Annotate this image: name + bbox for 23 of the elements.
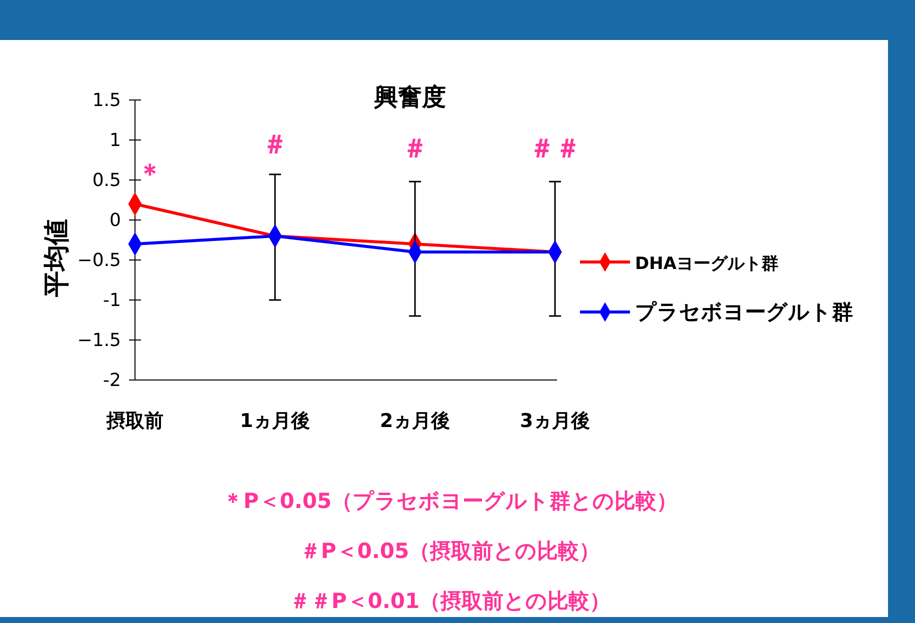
y-tick-label: 0 bbox=[110, 210, 121, 231]
annotation: ＃ bbox=[262, 130, 288, 160]
text: ＃＃P＜0.01（摂取前との比較） bbox=[289, 589, 611, 613]
y-tick-label: 1 bbox=[110, 130, 121, 151]
text: ＃P＜0.05（摂取前との比較） bbox=[300, 539, 600, 563]
x-tick-label: 1ヵ月後 bbox=[240, 410, 310, 432]
y-axis-title: 平均値 bbox=[42, 219, 72, 298]
legend-label: DHAヨーグルト群 bbox=[635, 254, 778, 274]
y-tick-label: 1.5 bbox=[92, 90, 121, 111]
y-tick-label: 0.5 bbox=[92, 170, 121, 191]
x-tick-label: 摂取前 bbox=[106, 410, 164, 432]
x-tick-label: 2ヵ月後 bbox=[380, 410, 450, 432]
chart-title: 興奮度 bbox=[373, 83, 446, 111]
annotation: ＃＃ bbox=[529, 134, 581, 164]
x-tick-label: 3ヵ月後 bbox=[520, 410, 590, 432]
y-tick-label: −1.5 bbox=[77, 330, 121, 351]
y-tick-label: −0.5 bbox=[77, 250, 121, 271]
text: ＊P＜0.05（プラセボヨーグルト群との比較） bbox=[222, 489, 678, 513]
y-tick-label: -1 bbox=[103, 290, 121, 311]
legend-label: プラセボヨーグルト群 bbox=[635, 300, 853, 324]
y-tick-label: -2 bbox=[103, 370, 121, 391]
annotation: ＃ bbox=[402, 134, 428, 164]
annotation: ＊ bbox=[137, 159, 163, 189]
